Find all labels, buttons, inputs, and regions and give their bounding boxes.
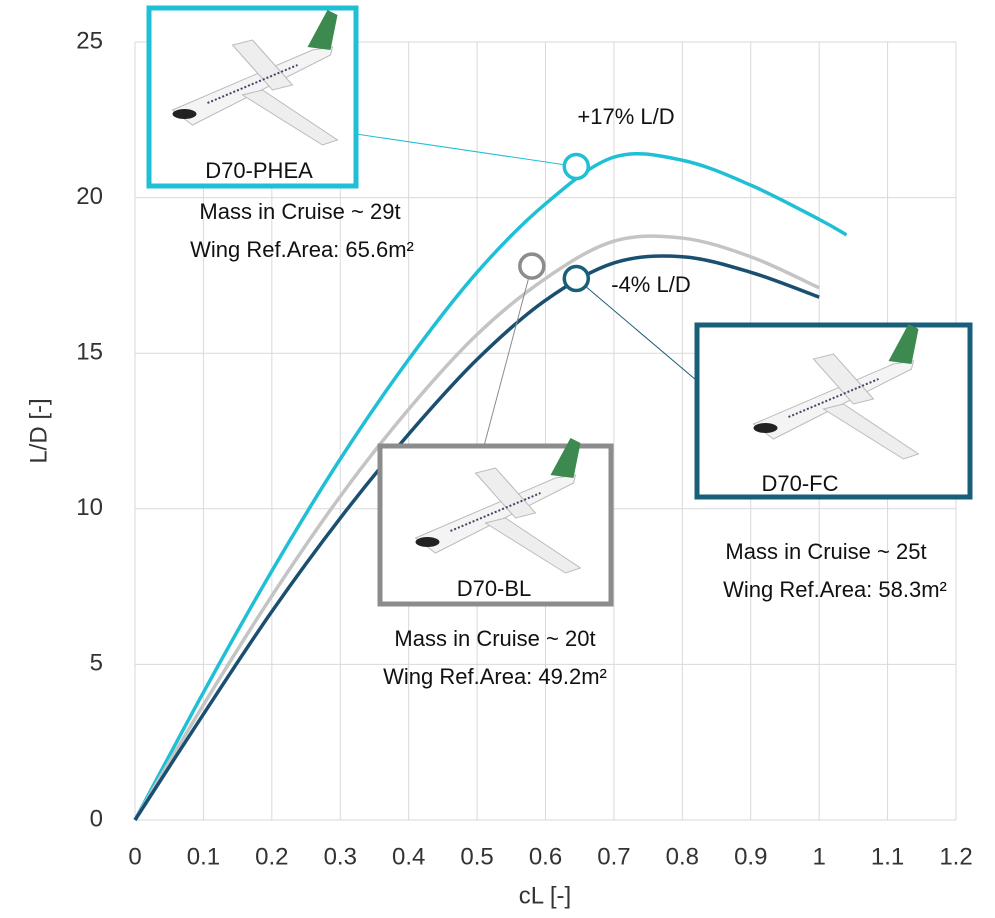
y-tick-label: 25 bbox=[76, 27, 103, 54]
design-point bbox=[564, 267, 588, 291]
aircraft-spec: Mass in Cruise ~ 20t bbox=[394, 626, 595, 651]
x-tick-label: 1 bbox=[812, 843, 825, 870]
x-tick-label: 0.7 bbox=[597, 843, 630, 870]
x-axis-title: cL [-] bbox=[519, 882, 571, 909]
ld-note: -4% L/D bbox=[611, 272, 690, 297]
x-tick-label: 0.3 bbox=[324, 843, 357, 870]
y-tick-label: 5 bbox=[90, 650, 103, 677]
x-tick-label: 0.2 bbox=[255, 843, 288, 870]
x-tick-label: 0.5 bbox=[460, 843, 493, 870]
connector bbox=[356, 134, 576, 166]
y-tick-label: 20 bbox=[76, 183, 103, 210]
x-tick-label: 1.2 bbox=[939, 843, 972, 870]
y-tick-label: 0 bbox=[90, 805, 103, 832]
aircraft-label: D70-FC bbox=[761, 471, 838, 496]
aircraft-spec: Wing Ref.Area: 49.2m² bbox=[383, 664, 607, 689]
x-tick-label: 0.8 bbox=[666, 843, 699, 870]
page: {"chart_data": { "type": "line", "x_labe… bbox=[0, 0, 995, 918]
aircraft-spec: Mass in Cruise ~ 25t bbox=[725, 539, 926, 564]
connector bbox=[484, 266, 532, 446]
y-axis-title: L/D [-] bbox=[25, 398, 52, 463]
x-tick-label: 0 bbox=[128, 843, 141, 870]
aircraft-label: D70-PHEA bbox=[205, 158, 313, 183]
ld-note: +17% L/D bbox=[577, 104, 674, 129]
design-point bbox=[564, 154, 588, 178]
x-tick-label: 0.4 bbox=[392, 843, 425, 870]
aircraft-spec: Wing Ref.Area: 65.6m² bbox=[190, 237, 414, 262]
aircraft-label: D70-BL bbox=[457, 576, 532, 601]
y-tick-label: 10 bbox=[76, 494, 103, 521]
x-tick-label: 0.6 bbox=[529, 843, 562, 870]
x-tick-label: 0.1 bbox=[187, 843, 220, 870]
aircraft-spec: Mass in Cruise ~ 29t bbox=[199, 199, 400, 224]
y-tick-label: 15 bbox=[76, 339, 103, 366]
chart: L/D [-] cL [-] 0 0.1 0.2 0.3 0.4 0.5 0.6 0.7 0.8… bbox=[0, 0, 995, 918]
aircraft-spec: Wing Ref.Area: 58.3m² bbox=[723, 577, 947, 602]
x-tick-label: 0.9 bbox=[734, 843, 767, 870]
x-tick-label: 1.1 bbox=[871, 843, 904, 870]
design-point bbox=[520, 254, 544, 278]
